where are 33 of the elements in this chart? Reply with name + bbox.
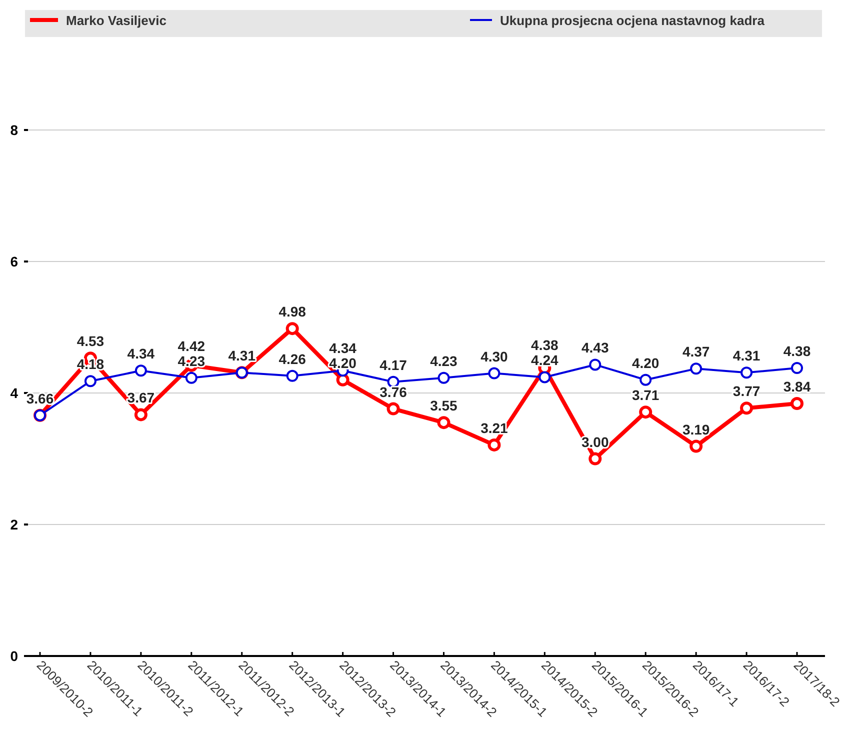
data-label: 4.98 xyxy=(278,304,306,320)
data-label: 3.76 xyxy=(380,384,408,400)
data-label: 3.67 xyxy=(127,390,155,406)
legend-label: Marko Vasiljevic xyxy=(66,13,166,28)
data-label: 3.19 xyxy=(682,421,710,438)
data-label: 3.84 xyxy=(783,378,811,395)
data-label: 4.17 xyxy=(380,356,408,373)
data-label: 4.24 xyxy=(531,352,559,368)
data-label: 3.55 xyxy=(430,398,458,414)
y-tick-label: 0 xyxy=(10,648,18,664)
data-label: 4.53 xyxy=(76,333,104,350)
data-label: 4.20 xyxy=(632,354,660,371)
data-label: 4.34 xyxy=(329,340,357,356)
data-label: 4.26 xyxy=(278,350,306,367)
data-label: 4.38 xyxy=(783,343,811,360)
legend-label: Ukupna prosjecna ocjena nastavnog kadra xyxy=(500,13,766,28)
y-tick-label: 8 xyxy=(10,122,18,138)
data-label: 3.77 xyxy=(732,383,760,400)
data-label: 4.20 xyxy=(329,354,357,371)
data-label: 4.23 xyxy=(430,352,458,369)
data-label: 4.30 xyxy=(480,348,508,364)
data-label: 4.37 xyxy=(682,344,710,360)
data-label: 4.43 xyxy=(582,340,609,356)
data-label: 4.31 xyxy=(732,348,760,364)
data-label: 4.42 xyxy=(178,338,206,354)
data-label: 4.31 xyxy=(228,348,256,364)
y-tick-label: 6 xyxy=(10,253,18,270)
data-label: 4.34 xyxy=(127,346,155,362)
data-label: 3.71 xyxy=(632,387,660,404)
y-tick-label: 4 xyxy=(10,384,18,401)
data-label: 3.66 xyxy=(26,390,54,406)
data-label: 4.38 xyxy=(531,337,559,354)
y-tick-label: 2 xyxy=(10,516,18,532)
